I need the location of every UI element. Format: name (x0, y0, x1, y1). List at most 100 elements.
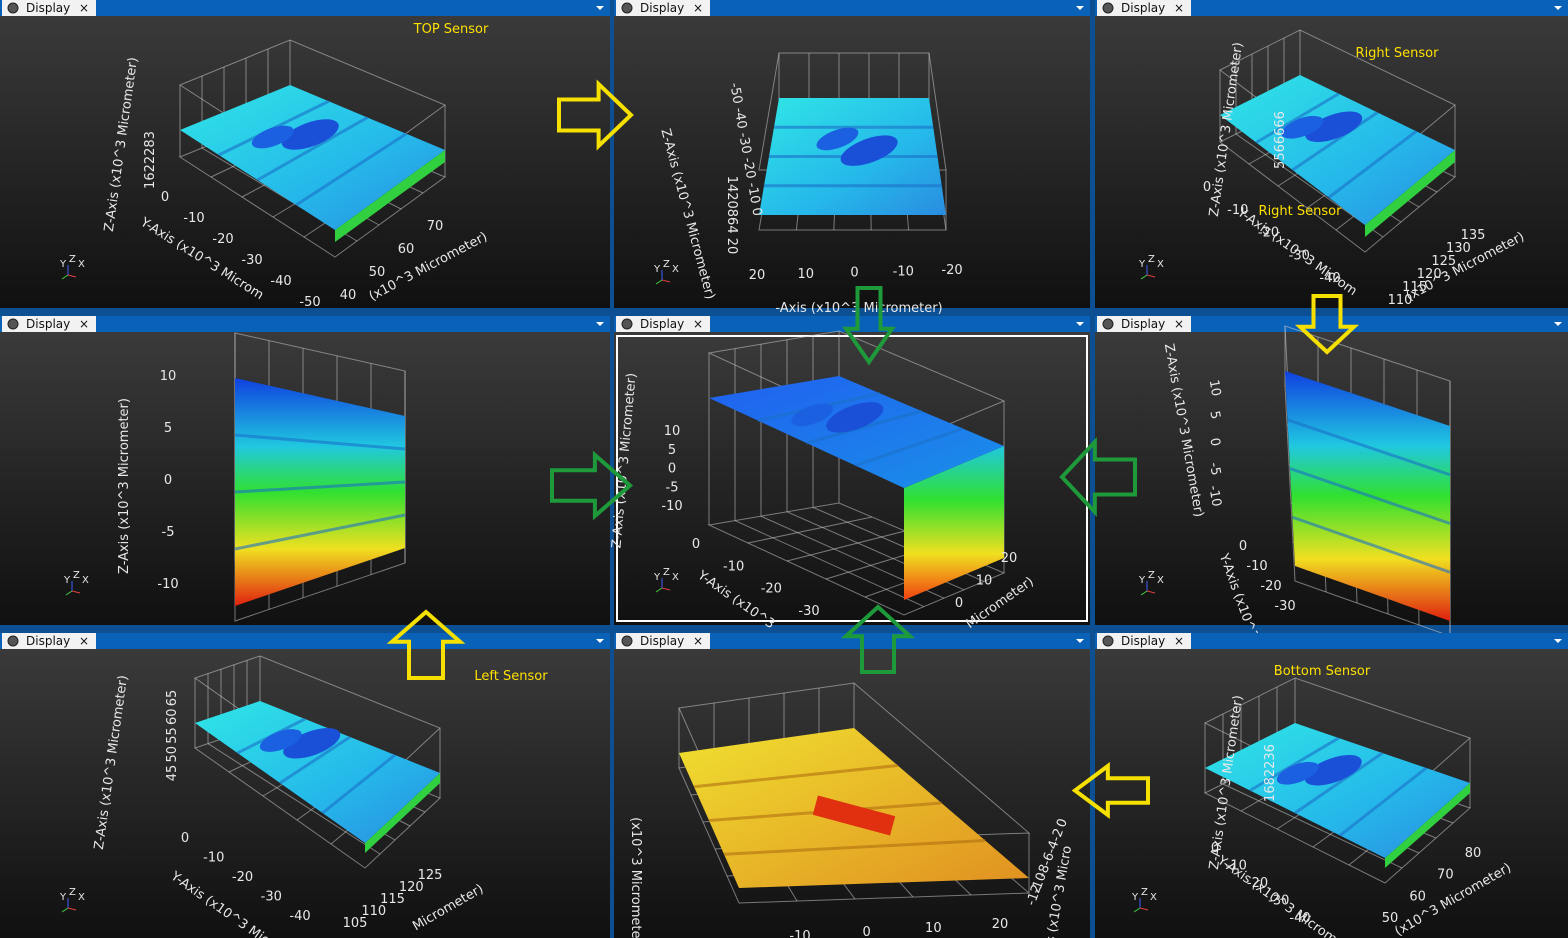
panel-menu[interactable] (596, 322, 604, 326)
cloud-ridge (279, 735, 351, 785)
z-tick-label: 55 (165, 727, 180, 744)
x-tick-label: 130 (1446, 241, 1471, 256)
tab-icon (621, 635, 633, 647)
tab-icon (7, 635, 19, 647)
z-tick-label: -4 (1044, 839, 1063, 856)
tab-close[interactable]: × (79, 634, 89, 648)
cloud-hump (826, 402, 884, 433)
cloud-hump (840, 135, 898, 166)
panel-menu[interactable] (1076, 639, 1084, 643)
panel-tab[interactable] (2, 0, 96, 16)
cloud-surface (195, 701, 440, 843)
tab-label: Display (26, 634, 70, 648)
y-tick-label: 0 (1239, 539, 1247, 554)
triad-label: Y (1138, 575, 1146, 586)
cloud-hump (1281, 115, 1324, 139)
panel-header (614, 316, 1090, 332)
y-tick-label: 0 (1203, 180, 1211, 195)
panel-tab[interactable] (616, 633, 710, 649)
panel-menu[interactable] (596, 6, 604, 10)
panel-tab[interactable] (1097, 633, 1191, 649)
wire-grid (1222, 783, 1403, 869)
panel-tab[interactable] (616, 316, 710, 332)
z-tick-label: 1622283 (143, 131, 158, 189)
cloud-ridge (234, 513, 406, 551)
z-tick-label: 10 (160, 369, 177, 384)
tab-close[interactable]: × (1174, 1, 1184, 15)
x-tick-label: 10 (925, 921, 942, 936)
y-tick-label: 0 (692, 537, 700, 552)
x-tick-label: 0 (955, 596, 963, 611)
panel-menu[interactable] (1554, 639, 1562, 643)
y-tick-label: -40 (1319, 271, 1340, 286)
cloud-hump (1276, 761, 1319, 785)
flow-arrow (550, 450, 634, 521)
x-tick-label: 40 (340, 288, 357, 303)
triad-label: Z (1141, 887, 1148, 898)
tab-close[interactable]: × (79, 317, 89, 331)
panel-tab[interactable] (1097, 0, 1191, 16)
x-tick-label: 70 (1437, 868, 1454, 883)
tab-icon (621, 318, 633, 330)
tab-close[interactable]: × (693, 317, 703, 331)
tab-label: Display (640, 634, 684, 648)
tab-close[interactable]: × (693, 1, 703, 15)
y-tick-label: -20 (212, 232, 233, 247)
triad-axis (655, 587, 663, 593)
triad-label: X (1150, 892, 1157, 903)
y-tick-label: 0 (161, 190, 169, 205)
panel-menu[interactable] (596, 639, 604, 643)
cloud-ridge (1289, 467, 1451, 525)
z-tick-label: 60 (165, 708, 180, 725)
cloud-ridge (1327, 130, 1418, 199)
panel-menu[interactable] (1554, 6, 1562, 10)
y-tick-label: -30 (798, 604, 819, 619)
cloud-surface (180, 85, 445, 230)
panel-tab[interactable] (616, 0, 710, 16)
z-tick-label: -10 (661, 499, 682, 514)
x-tick-label: 10 (976, 574, 993, 589)
z-tick-label: -6 (1039, 851, 1058, 868)
x-tick-label: 115 (380, 892, 405, 907)
z-tick-label: 45 (165, 765, 180, 782)
panel-header (1095, 633, 1568, 649)
cloud-ridge (321, 753, 396, 815)
panel-tab[interactable] (1097, 316, 1191, 332)
triad-label: Z (1148, 570, 1155, 581)
x-tick-label: 135 (1461, 228, 1486, 243)
panel-menu[interactable] (1554, 322, 1562, 326)
triad-axis (67, 907, 77, 911)
cloud-side (1385, 783, 1470, 868)
x-tick-label: 105 (343, 916, 368, 931)
cloud-side (904, 446, 1004, 600)
flow-arrow (557, 79, 634, 151)
triad-axis (1139, 907, 1149, 911)
tab-close[interactable]: × (79, 1, 89, 15)
tab-close[interactable]: × (1174, 317, 1184, 331)
tab-close[interactable]: × (693, 634, 703, 648)
tab-close[interactable]: × (1174, 634, 1184, 648)
tab-label: Display (26, 317, 70, 331)
y-tick-label: -10 (183, 211, 204, 226)
x-tick-label: -20 (941, 263, 962, 278)
triad-label: Y (653, 572, 661, 583)
panel-tab[interactable] (2, 316, 96, 332)
triad-label: X (78, 892, 85, 903)
triad-label: Y (63, 575, 71, 586)
triad-label: Z (69, 254, 76, 265)
cloud-surface (1220, 75, 1455, 225)
panel-menu[interactable] (1076, 322, 1084, 326)
x-tick-label: 60 (1409, 889, 1426, 904)
triad-label: X (1157, 575, 1164, 586)
z-tick-label: 65 (165, 690, 180, 707)
x-tick-label: 110 (1388, 293, 1413, 308)
tab-label: Display (640, 317, 684, 331)
y-axis-label: (x10^3 Micrometer) (628, 817, 643, 938)
z-tick-label: 1420864 20 (724, 176, 739, 255)
panel-menu[interactable] (1076, 6, 1084, 10)
panel-tab[interactable] (2, 633, 96, 649)
x-tick-label: 20 (1001, 551, 1018, 566)
tab-icon (7, 2, 19, 14)
